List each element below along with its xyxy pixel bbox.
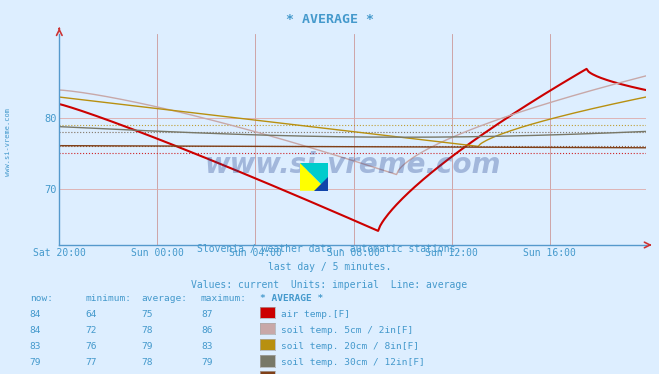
Text: www.si-vreme.com: www.si-vreme.com [5, 108, 11, 176]
Text: www.si-vreme.com: www.si-vreme.com [204, 151, 501, 179]
Text: 87: 87 [201, 310, 212, 319]
Text: * AVERAGE *: * AVERAGE * [260, 294, 324, 303]
Text: 77: 77 [86, 358, 97, 367]
Text: Slovenia / weather data - automatic stations.: Slovenia / weather data - automatic stat… [197, 245, 462, 254]
Polygon shape [300, 163, 328, 191]
Text: Values: current  Units: imperial  Line: average: Values: current Units: imperial Line: av… [191, 280, 468, 290]
Text: 78: 78 [142, 358, 153, 367]
Text: soil temp. 5cm / 2in[F]: soil temp. 5cm / 2in[F] [281, 326, 414, 335]
Text: minimum:: minimum: [86, 294, 132, 303]
Polygon shape [314, 177, 328, 191]
Text: * AVERAGE *: * AVERAGE * [285, 13, 374, 26]
Text: 79: 79 [30, 358, 41, 367]
Text: 84: 84 [30, 326, 41, 335]
Text: 75: 75 [142, 310, 153, 319]
Text: maximum:: maximum: [201, 294, 247, 303]
Text: air temp.[F]: air temp.[F] [281, 310, 351, 319]
Text: 64: 64 [86, 310, 97, 319]
Text: 83: 83 [30, 342, 41, 351]
Text: 83: 83 [201, 342, 212, 351]
Text: now:: now: [30, 294, 53, 303]
Text: soil temp. 30cm / 12in[F]: soil temp. 30cm / 12in[F] [281, 358, 425, 367]
Text: 86: 86 [201, 326, 212, 335]
Text: 72: 72 [86, 326, 97, 335]
Text: 76: 76 [86, 342, 97, 351]
Polygon shape [300, 163, 328, 191]
Text: average:: average: [142, 294, 188, 303]
Text: 79: 79 [142, 342, 153, 351]
Text: last day / 5 minutes.: last day / 5 minutes. [268, 263, 391, 272]
Text: 84: 84 [30, 310, 41, 319]
Text: 78: 78 [142, 326, 153, 335]
Text: soil temp. 20cm / 8in[F]: soil temp. 20cm / 8in[F] [281, 342, 419, 351]
Text: 79: 79 [201, 358, 212, 367]
